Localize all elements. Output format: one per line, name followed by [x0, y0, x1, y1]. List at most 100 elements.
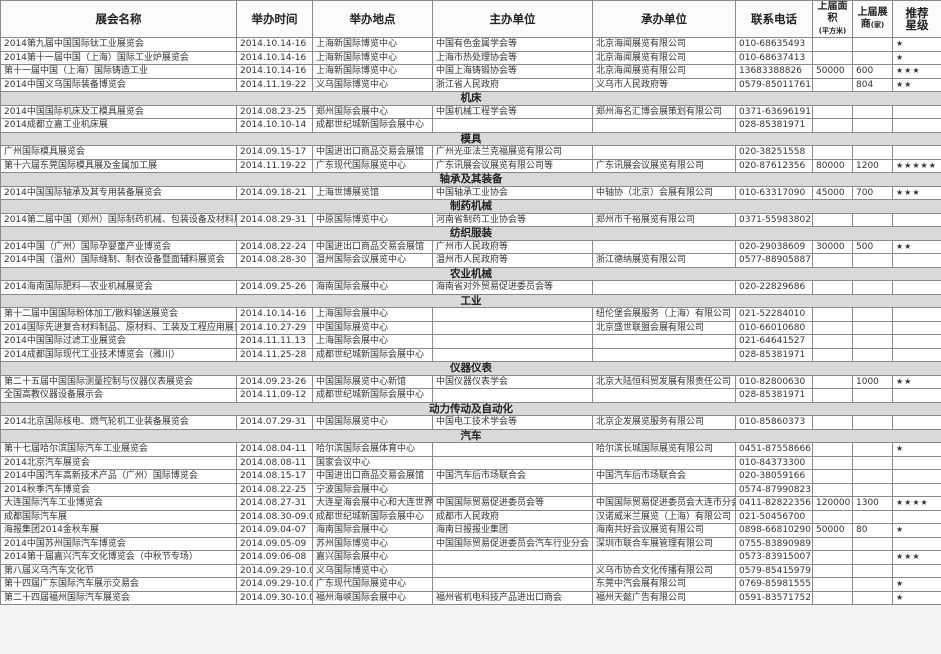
table-row: 2014中国义乌国际装备博览会 2014.11.19-22 义乌国际博览中心 浙江省人…	[0, 77, 941, 92]
cell-exhibitors: 1000	[852, 374, 893, 389]
table-row: 2014中国国际轴承及其专用装备展览会 2014.09.18-21 上海世博展览馆中…	[0, 185, 941, 200]
cell-sponsor: 浙江省人民政府	[432, 77, 593, 92]
cell-place: 国家会议中心	[312, 455, 433, 470]
cell-name: 2014第九届中国国际钛工业展览会	[0, 37, 237, 52]
cell-phone: 028-85381971	[735, 388, 813, 403]
cell-place: 上海国际会展中心	[312, 307, 433, 322]
cell-place: 福州海峡国际会展中心	[312, 590, 433, 605]
table-row: 海报集团2014金秋车展 2014.09.04-07 海南国际会展中心 海南日报报业集…	[0, 523, 941, 538]
cell-phone: 020-22829686	[735, 280, 813, 295]
cell-organizer: 东莞中汽会展有限公司	[592, 577, 736, 592]
cell-rating: ★	[892, 523, 941, 538]
cell-sponsor: 上海市热处理协会等	[432, 50, 593, 65]
cell-place: 上海新国际博览中心	[312, 64, 433, 79]
cell-exhibitors	[852, 104, 893, 119]
col-area-label: 上届面积	[817, 1, 848, 25]
cell-organizer	[592, 482, 736, 497]
cell-name: 2014第十届嘉兴汽车文化博览会（中秋节专场）	[0, 550, 237, 565]
cell-area	[812, 50, 853, 65]
cell-area	[812, 563, 853, 578]
cell-sponsor: 广东讯展会议展览有限公司等	[432, 158, 593, 173]
cell-area	[812, 415, 853, 430]
cell-name: 2014中国义乌国际装备博览会	[0, 77, 237, 92]
section-row: 动力传动及自动化	[0, 401, 941, 416]
cell-sponsor: 河南省制药工业协会等	[432, 212, 593, 227]
cell-time: 2014.09.29-10.02	[236, 563, 313, 578]
table-row: 第二十四届福州国际汽车展览会 2014.09.30-10.04 福州海峡国际会展中心…	[0, 590, 941, 605]
table-row: 第十六届东莞国际模具展及金属加工展 2014.11.19-22 广东现代国际展览中心…	[0, 158, 941, 173]
cell-exhibitors	[852, 307, 893, 322]
cell-organizer: 中轴协（北京）会展有限公司	[592, 185, 736, 200]
cell-organizer: 北京盛世联盟会展有限公司	[592, 320, 736, 335]
cell-place: 温州国际会议展览中心	[312, 253, 433, 268]
cell-sponsor	[432, 482, 593, 497]
cell-place: 上海新国际博览中心	[312, 50, 433, 65]
cell-exhibitors	[852, 388, 893, 403]
cell-place: 宁波国际会展中心	[312, 482, 433, 497]
cell-place: 嘉兴国际会展中心	[312, 550, 433, 565]
cell-exhibitors	[852, 469, 893, 484]
cell-time: 2014.08.22-24	[236, 239, 313, 254]
table-row: 2014海南国际肥料—农业机械展览会 2014.09.25-26 海南国际会展中心海…	[0, 280, 941, 295]
cell-rating	[892, 536, 941, 551]
col-area-unit: (平方米)	[818, 27, 847, 35]
cell-area	[812, 550, 853, 565]
cell-time: 2014.08.15-17	[236, 469, 313, 484]
cell-rating: ★★★★	[892, 496, 941, 511]
table-row: 第十七届哈尔滨国际汽车工业展览会 2014.08.04-11 哈尔滨国际会展体育中心…	[0, 442, 941, 457]
cell-place: 哈尔滨国际会展体育中心	[312, 442, 433, 457]
cell-name: 第二十四届福州国际汽车展览会	[0, 590, 237, 605]
cell-organizer: 郑州市千裕展览有限公司	[592, 212, 736, 227]
section-title: 农业机械	[0, 266, 941, 281]
cell-rating	[892, 509, 941, 524]
cell-phone: 0573-83915007	[735, 550, 813, 565]
section-row: 轴承及其装备	[0, 172, 941, 187]
section-title: 工业	[0, 293, 941, 308]
cell-name: 全国高教仪器设备展示会	[0, 388, 237, 403]
cell-name: 广州国际模具展览会	[0, 145, 237, 160]
cell-exhibitors	[852, 577, 893, 592]
table-row: 第十四届广东国际汽车展示交易会 2014.09.29-10.04 广东现代国际展览中…	[0, 577, 941, 592]
cell-area	[812, 374, 853, 389]
cell-area	[812, 469, 853, 484]
cell-exhibitors	[852, 536, 893, 551]
cell-place: 广东现代国际展览中心	[312, 577, 433, 592]
cell-exhibitors: 700	[852, 185, 893, 200]
cell-area	[812, 590, 853, 605]
section-title: 制药机械	[0, 199, 941, 214]
cell-exhibitors	[852, 37, 893, 52]
cell-organizer	[592, 145, 736, 160]
cell-place: 中国进出口商品交易会展馆	[312, 239, 433, 254]
cell-area: 50000	[812, 523, 853, 538]
section-title: 纺织服装	[0, 226, 941, 241]
cell-rating	[892, 212, 941, 227]
cell-organizer: 哈尔滨长城国际展览有限公司	[592, 442, 736, 457]
cell-organizer: 中国国际贸易促进委员会大连市分会等	[592, 496, 736, 511]
table-row: 2014国际先进复合材料制品、原材料、工装及工程应用展览会 2014.10.27-…	[0, 320, 941, 335]
cell-exhibitors	[852, 415, 893, 430]
cell-exhibitors: 1200	[852, 158, 893, 173]
cell-time: 2014.08.23-25	[236, 104, 313, 119]
cell-organizer: 义乌市人民政府等	[592, 77, 736, 92]
cell-sponsor: 成都市人民政府	[432, 509, 593, 524]
cell-name: 2014中国国际轴承及其专用装备展览会	[0, 185, 237, 200]
cell-place: 海南国际会展中心	[312, 280, 433, 295]
cell-name: 海报集团2014金秋车展	[0, 523, 237, 538]
section-title: 机床	[0, 91, 941, 106]
cell-organizer: 汉诺威米兰展览（上海）有限公司	[592, 509, 736, 524]
cell-place: 中国国际展览中心新馆	[312, 374, 433, 389]
cell-area	[812, 37, 853, 52]
cell-organizer: 中国汽车后市场联合会	[592, 469, 736, 484]
cell-organizer: 郑州海名汇博会展策划有限公司	[592, 104, 736, 119]
cell-name: 2014秋季汽车博览会	[0, 482, 237, 497]
cell-area	[812, 442, 853, 457]
cell-area: 30000	[812, 239, 853, 254]
cell-time: 2014.10.27-29	[236, 320, 313, 335]
cell-exhibitors	[852, 212, 893, 227]
cell-time: 2014.09.25-26	[236, 280, 313, 295]
section-row: 汽车	[0, 428, 941, 443]
cell-exhibitors	[852, 50, 893, 65]
cell-area	[812, 253, 853, 268]
table-row: 2014成都国际现代工业技术博览会（雅川） 2014.11.25-28 成都世纪城新…	[0, 347, 941, 362]
table-body: 2014第九届中国国际钛工业展览会 2014.10.14-16 上海新国际博览中心中…	[0, 37, 941, 605]
